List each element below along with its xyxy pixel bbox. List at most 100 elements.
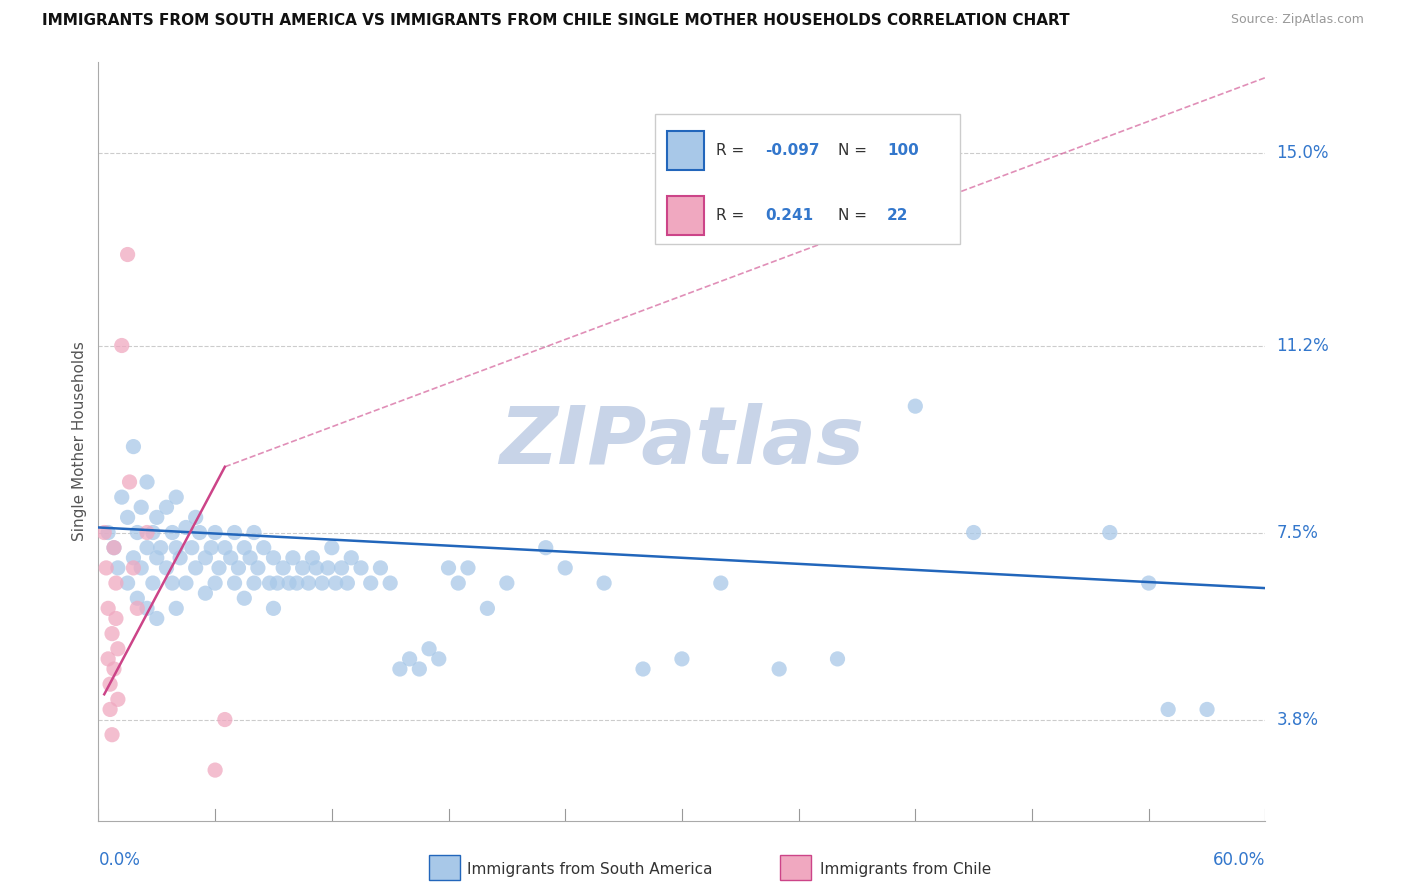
Point <box>162 525 184 540</box>
Point <box>427 652 450 666</box>
Point <box>136 525 159 540</box>
Text: N =: N = <box>838 208 872 223</box>
Point <box>101 626 124 640</box>
Point <box>165 541 187 555</box>
Point <box>447 576 470 591</box>
Point <box>127 591 149 606</box>
Point <box>174 576 197 591</box>
Point <box>122 440 145 454</box>
Point <box>155 500 177 515</box>
Point <box>224 525 246 540</box>
Point <box>710 576 733 591</box>
Text: 7.5%: 7.5% <box>1277 524 1319 541</box>
Point <box>233 541 256 555</box>
Point <box>117 510 139 524</box>
Point <box>169 550 191 565</box>
Text: 15.0%: 15.0% <box>1277 145 1329 162</box>
Point <box>165 490 187 504</box>
Point <box>184 561 207 575</box>
Point <box>98 702 121 716</box>
Point <box>325 576 347 591</box>
Text: -0.097: -0.097 <box>765 143 820 158</box>
Point <box>107 692 129 706</box>
Point <box>631 662 654 676</box>
Point <box>204 576 226 591</box>
Text: Source: ZipAtlas.com: Source: ZipAtlas.com <box>1230 13 1364 27</box>
Point <box>437 561 460 575</box>
Point <box>278 576 301 591</box>
Point <box>262 601 284 615</box>
Point <box>149 541 172 555</box>
Point <box>136 541 159 555</box>
Point <box>122 550 145 565</box>
Point <box>233 591 256 606</box>
Point <box>97 525 120 540</box>
Point <box>194 550 217 565</box>
Point <box>129 500 152 515</box>
Point <box>321 541 343 555</box>
Text: 3.8%: 3.8% <box>1277 711 1319 729</box>
Point <box>117 247 139 261</box>
Point <box>380 576 402 591</box>
Point <box>266 576 288 591</box>
Point <box>204 763 226 777</box>
Text: 11.2%: 11.2% <box>1277 336 1329 354</box>
Point <box>101 728 124 742</box>
Point <box>162 576 184 591</box>
Point <box>253 541 276 555</box>
Point <box>534 541 557 555</box>
Point <box>219 550 242 565</box>
Point <box>103 662 125 676</box>
Text: N =: N = <box>838 143 872 158</box>
Point <box>243 525 266 540</box>
Point <box>97 601 120 615</box>
Point <box>208 561 231 575</box>
Point <box>111 338 134 352</box>
Point <box>127 525 149 540</box>
Point <box>122 561 145 575</box>
Point <box>554 561 576 575</box>
Point <box>671 652 693 666</box>
Point <box>98 677 121 691</box>
Point <box>104 611 127 625</box>
Text: 0.241: 0.241 <box>765 208 813 223</box>
Point <box>228 561 250 575</box>
Text: 60.0%: 60.0% <box>1213 851 1265 869</box>
Point <box>129 561 152 575</box>
Point <box>111 490 134 504</box>
Point <box>962 525 984 540</box>
Point <box>136 601 159 615</box>
Point <box>291 561 314 575</box>
Point <box>330 561 353 575</box>
Point <box>174 520 197 534</box>
Point <box>768 662 790 676</box>
Point <box>398 652 420 666</box>
Point <box>165 601 187 615</box>
Point <box>107 561 129 575</box>
Point <box>224 576 246 591</box>
Point <box>297 576 319 591</box>
Point <box>146 550 169 565</box>
Point <box>281 550 304 565</box>
Point <box>496 576 519 591</box>
Point <box>142 525 165 540</box>
Text: IMMIGRANTS FROM SOUTH AMERICA VS IMMIGRANTS FROM CHILE SINGLE MOTHER HOUSEHOLDS : IMMIGRANTS FROM SOUTH AMERICA VS IMMIGRA… <box>42 13 1070 29</box>
Point <box>1195 702 1218 716</box>
Point <box>301 550 323 565</box>
Point <box>408 662 430 676</box>
Text: Immigrants from Chile: Immigrants from Chile <box>820 863 991 877</box>
Point <box>311 576 333 591</box>
Point <box>477 601 499 615</box>
Point <box>104 576 127 591</box>
Point <box>93 525 115 540</box>
Point <box>388 662 411 676</box>
Point <box>827 652 849 666</box>
Point <box>316 561 339 575</box>
Point <box>103 541 125 555</box>
Point <box>146 611 169 625</box>
Text: 100: 100 <box>887 143 920 158</box>
Point <box>136 475 159 489</box>
Text: 22: 22 <box>887 208 908 223</box>
Text: R =: R = <box>716 143 749 158</box>
Point <box>336 576 359 591</box>
